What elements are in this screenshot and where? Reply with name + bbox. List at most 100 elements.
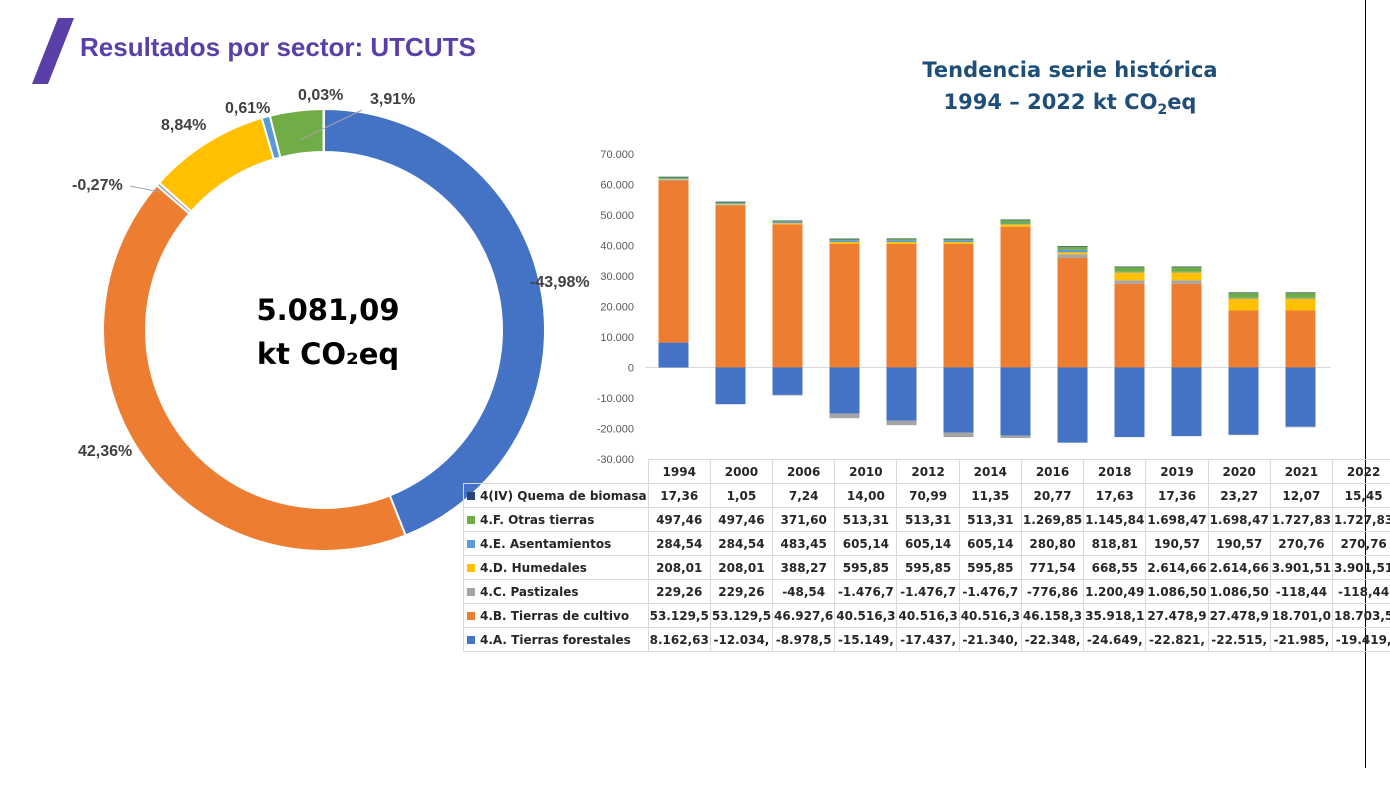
table-cell: 14,00: [834, 483, 898, 508]
bar-4-d-humedales-2000: [715, 204, 746, 205]
table-row: 4.E. Asentamientos 284,54 284,54 483,45 605,…: [463, 531, 1390, 556]
bar-4-iv-quema-de-biomasa-2021: [1228, 292, 1259, 294]
bar-4-f-otras-tierras-2000: [715, 201, 746, 204]
bar-4-f-otras-tierras-2019: [1114, 266, 1145, 272]
table-cell: 483,45: [772, 531, 836, 556]
donut-label-quema: 0,03%: [298, 87, 344, 104]
bar-4-c-pastizales-2000: [715, 204, 746, 206]
table-cell: 371,60: [772, 507, 836, 532]
table-cell: -1.476,7: [834, 579, 898, 604]
bar-4-d-humedales-2020: [1171, 272, 1202, 281]
bar-4-b-tierras-de-cultivo-2006: [772, 224, 803, 368]
bar-4-iv-quema-de-biomasa-2018: [1057, 246, 1088, 247]
table-series-label: 4.C. Pastizales: [463, 579, 649, 604]
table-cell: 40.516,3: [896, 603, 960, 628]
bar-4-e-asentamientos-2006: [772, 221, 803, 224]
bar-4-iv-quema-de-biomasa-2006: [772, 220, 803, 222]
bar-4-a-tierras-forestales-2010: [829, 367, 860, 414]
table-row: 4.F. Otras tierras 497,46 497,46 371,60 513,…: [463, 507, 1390, 532]
table-cell: 1.727,83: [1332, 507, 1390, 532]
bar-4-f-otras-tierras-1994: [658, 176, 689, 179]
table-cell: 229,26: [709, 579, 774, 604]
table-cell: 284,54: [647, 531, 711, 556]
bar-4-iv-quema-de-biomasa-2000: [715, 201, 746, 203]
series-name: 4.A. Tierras forestales: [480, 632, 631, 647]
bar-4-f-otras-tierras-2016: [1000, 219, 1031, 224]
table-year-header: 1994: [647, 459, 711, 484]
bar-4-a-tierras-forestales-2016: [1000, 367, 1031, 436]
legend-swatch-icon: [467, 611, 475, 620]
bar-4-c-pastizales-2019: [1114, 280, 1145, 284]
bar-4-e-asentamientos-2021: [1228, 297, 1259, 299]
table-cell: 284,54: [709, 531, 774, 556]
bar-4-b-tierras-de-cultivo-2019: [1114, 283, 1145, 368]
bar-4-c-pastizales-2018: [1057, 254, 1088, 258]
table-cell: -21.985,: [1269, 627, 1334, 652]
bar-4-c-pastizales-2010: [829, 413, 860, 419]
table-year-header: 2010: [834, 459, 898, 484]
bar-4-c-pastizales-2006: [772, 394, 803, 396]
legend-swatch-icon: [467, 515, 475, 524]
bar-4-b-tierras-de-cultivo-2010: [829, 243, 860, 368]
bar-4-d-humedales-2016: [1000, 224, 1031, 227]
table-cell: 818,81: [1083, 531, 1147, 556]
legend-swatch-icon: [467, 491, 475, 500]
table-cell: -1.476,7: [958, 579, 1022, 604]
table-cell: 46.158,3: [1020, 603, 1085, 628]
y-tick-label: 30.000: [600, 271, 634, 283]
table-cell: -24.649,: [1083, 627, 1147, 652]
y-tick-label: 10.000: [600, 332, 634, 344]
bar-4-b-tierras-de-cultivo-2016: [1000, 226, 1031, 368]
bar-4-e-asentamientos-2010: [829, 240, 860, 243]
page-title: Resultados por sector: UTCUTS: [80, 32, 476, 62]
bar-4-c-pastizales-2022: [1285, 426, 1316, 428]
y-tick-label: -20.000: [597, 424, 634, 436]
table-cell: 595,85: [896, 555, 960, 580]
series-name: 4.B. Tierras de cultivo: [480, 608, 630, 623]
series-name: 4(IV) Quema de biomasa: [480, 488, 647, 503]
donut-slice-4-f-otras-tierras: [268, 107, 325, 159]
bar-4-a-tierras-forestales-2019: [1114, 367, 1145, 438]
table-cell: -22.821,: [1145, 627, 1209, 652]
y-tick-label: 20.000: [600, 302, 634, 314]
table-cell: 1.269,85: [1020, 507, 1085, 532]
slide-border: [1365, 0, 1366, 768]
table-cell: 280,80: [1020, 531, 1085, 556]
table-cell: -22.348,: [1020, 627, 1085, 652]
bar-4-d-humedales-2014: [943, 242, 974, 244]
table-cell: -22.515,: [1207, 627, 1271, 652]
donut-chart: [102, 107, 546, 552]
bar-4-f-otras-tierras-2020: [1171, 266, 1202, 272]
table-cell: 497,46: [709, 507, 774, 532]
bar-4-f-otras-tierras-2018: [1057, 246, 1088, 250]
bar-4-c-pastizales-2020: [1171, 280, 1202, 284]
bar-4-iv-quema-de-biomasa-1994: [658, 176, 689, 178]
bar-4-a-tierras-forestales-1994: [658, 342, 689, 368]
table-cell: 7,24: [772, 483, 836, 508]
table-cell: 270,76: [1332, 531, 1390, 556]
bar-4-d-humedales-1994: [658, 179, 689, 180]
bar-4-iv-quema-de-biomasa-2014: [943, 238, 974, 240]
bar-4-b-tierras-de-cultivo-2022: [1285, 310, 1316, 368]
y-tick-label: 60.000: [600, 180, 634, 192]
donut-label-humedales: 8,84%: [161, 117, 207, 134]
table-cell: 17,36: [1145, 483, 1209, 508]
table-cell: -118,44: [1269, 579, 1334, 604]
bar-marks: [658, 176, 1316, 443]
table-year-header: 2018: [1083, 459, 1147, 484]
y-tick-label: 50.000: [600, 210, 634, 222]
series-name: 4.E. Asentamientos: [480, 536, 612, 551]
table-corner: [463, 459, 649, 484]
y-tick-label: 0: [628, 363, 634, 375]
bar-4-a-tierras-forestales-2021: [1228, 367, 1259, 435]
legend-swatch-icon: [467, 635, 475, 644]
bar-4-b-tierras-de-cultivo-2018: [1057, 257, 1088, 368]
table-cell: 190,57: [1145, 531, 1209, 556]
table-cell: 17,36: [647, 483, 711, 508]
bar-4-e-asentamientos-2016: [1000, 223, 1031, 225]
table-series-label: 4.A. Tierras forestales: [463, 627, 649, 652]
table-series-label: 4.B. Tierras de cultivo: [463, 603, 649, 628]
table-cell: 70,99: [896, 483, 960, 508]
legend-swatch-icon: [467, 539, 475, 548]
bar-4-e-asentamientos-2012: [886, 240, 917, 243]
